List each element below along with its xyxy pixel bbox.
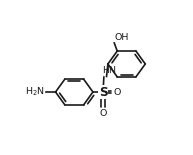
Text: S: S [99, 86, 108, 98]
Text: H$_2$N: H$_2$N [25, 86, 45, 98]
Text: O: O [113, 88, 121, 97]
Text: HN: HN [102, 66, 116, 75]
Text: O: O [99, 109, 107, 118]
Text: OH: OH [115, 33, 129, 42]
